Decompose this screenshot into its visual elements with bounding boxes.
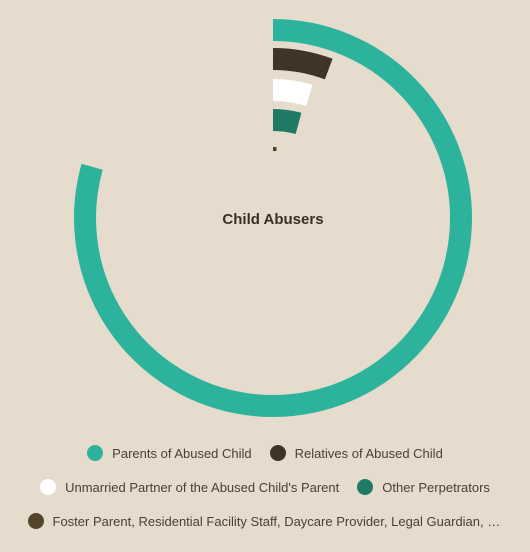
legend-label-other-perpetrators: Other Perpetrators xyxy=(382,479,490,495)
legend-row-3: Foster Parent, Residential Facility Staf… xyxy=(0,504,530,538)
arc-relatives-of-abused-child[interactable] xyxy=(272,48,333,80)
legend-dot-relatives xyxy=(269,445,286,461)
legend-label-relatives: Relatives of Abused Child xyxy=(294,445,443,461)
arc-unmarried-partner-of-the-abused-child-s-parent[interactable] xyxy=(272,79,313,106)
radial-bar-chart: Child Abusers xyxy=(74,19,472,417)
legend-item-other-perpetrators[interactable]: Other Perpetrators xyxy=(357,479,490,495)
legend-item-unmarried-partner[interactable]: Unmarried Partner of the Abused Child's … xyxy=(40,479,339,495)
legend-dot-other-perpetrators xyxy=(357,479,374,495)
legend-dot-parents xyxy=(87,445,104,461)
legend-label-unmarried-partner: Unmarried Partner of the Abused Child's … xyxy=(65,479,340,495)
arc-parents-of-abused-child[interactable] xyxy=(74,19,472,417)
legend-row-1: Parents of Abused Child Relatives of Abu… xyxy=(0,436,530,470)
legend-item-parents[interactable]: Parents of Abused Child xyxy=(87,445,252,461)
arc-other-perpetrators[interactable] xyxy=(272,109,302,135)
arcs-group xyxy=(74,19,472,417)
legend-dot-foster-parent xyxy=(27,513,44,529)
chart-title: Child Abusers xyxy=(222,211,323,228)
legend-row-2: Unmarried Partner of the Abused Child's … xyxy=(0,470,530,504)
legend-item-relatives[interactable]: Relatives of Abused Child xyxy=(269,445,443,461)
legend-label-foster-parent: Foster Parent, Residential Facility Staf… xyxy=(52,513,503,529)
legend-label-parents: Parents of Abused Child xyxy=(112,445,252,461)
legend-dot-unmarried-partner xyxy=(40,479,57,495)
legend: Parents of Abused Child Relatives of Abu… xyxy=(0,436,530,538)
legend-item-foster-parent[interactable]: Foster Parent, Residential Facility Staf… xyxy=(27,513,503,529)
